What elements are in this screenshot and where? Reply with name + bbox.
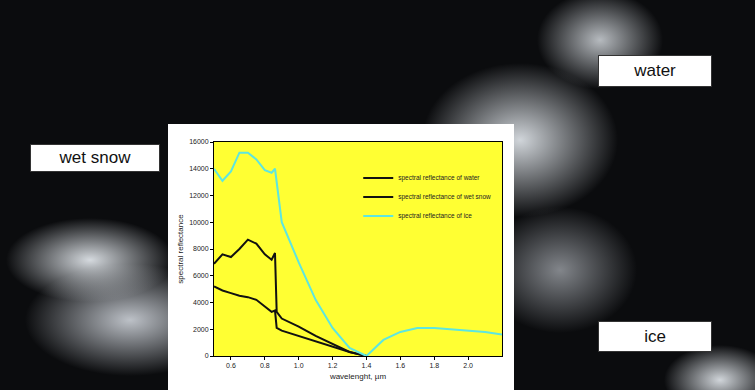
html-text:ice: ice — [644, 326, 666, 346]
svg-text:1.0: 1.0 — [294, 362, 304, 369]
svg-text:12000: 12000 — [189, 192, 209, 199]
html-text:wet snow: wet snow — [59, 148, 131, 167]
svg-text:spectral reflectance of water: spectral reflectance of water — [398, 174, 480, 182]
svg-text:spectral reflectance of wet sn: spectral reflectance of wet snow — [398, 193, 491, 201]
html-text:water: water — [634, 61, 676, 80]
svg-text:spectral reflectance of ice: spectral reflectance of ice — [398, 212, 472, 220]
svg-text:2000: 2000 — [193, 326, 209, 333]
svg-text:spectral reflectance: spectral reflectance — [176, 214, 185, 284]
svg-text:1.2: 1.2 — [328, 362, 338, 369]
svg-text:1.4: 1.4 — [362, 362, 372, 369]
svg-text:14000: 14000 — [189, 165, 209, 172]
svg-text:16000: 16000 — [189, 138, 209, 145]
svg-text:8000: 8000 — [193, 245, 209, 252]
svg-text:wavelenght, µm: wavelenght, µm — [329, 372, 387, 381]
svg-text:2.0: 2.0 — [463, 362, 473, 369]
svg-text:0.6: 0.6 — [226, 362, 236, 369]
svg-text:10000: 10000 — [189, 219, 209, 226]
svg-text:1.6: 1.6 — [395, 362, 405, 369]
svg-text:6000: 6000 — [193, 272, 209, 279]
svg-text:1.8: 1.8 — [429, 362, 439, 369]
svg-text:4000: 4000 — [193, 299, 209, 306]
svg-text:0.8: 0.8 — [260, 362, 270, 369]
svg-text:0: 0 — [205, 352, 209, 359]
